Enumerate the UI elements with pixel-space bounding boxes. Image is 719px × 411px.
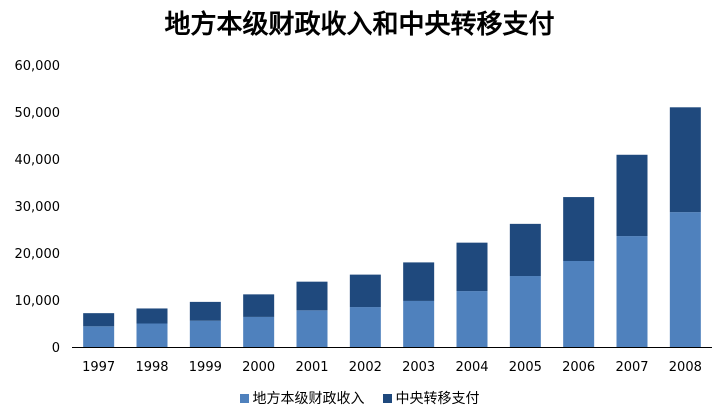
bar-central-transfer [243, 294, 275, 317]
y-tick-label: 30,000 [15, 200, 61, 215]
legend-swatch-central-transfer [382, 393, 392, 403]
x-tick-label: 1997 [82, 360, 115, 375]
bar-central-transfer [349, 274, 381, 308]
legend-item-central-transfer: 中央转移支付 [382, 388, 480, 408]
bar-central-transfer [83, 313, 115, 327]
bar-local-revenue [669, 212, 701, 347]
y-tick-label: 20,000 [15, 247, 61, 262]
x-tick-label: 2008 [669, 360, 702, 375]
x-tick-label: 1999 [189, 360, 222, 375]
y-tick-label: 40,000 [15, 153, 61, 168]
x-tick-label: 2007 [615, 360, 648, 375]
x-tick-label: 2000 [242, 360, 275, 375]
bar-local-revenue [456, 291, 488, 347]
bar-local-revenue [616, 236, 648, 347]
x-tick-label: 2003 [402, 360, 435, 375]
bar-local-revenue [349, 307, 381, 347]
bar-central-transfer [669, 107, 701, 213]
bar-local-revenue [403, 300, 435, 347]
legend-label-local-revenue: 地方本级财政收入 [252, 391, 365, 407]
legend: 地方本级财政收入 中央转移支付 [0, 388, 719, 408]
x-tick-label: 2004 [455, 360, 488, 375]
bar-local-revenue [563, 260, 595, 347]
chart-title: 地方本级财政收入和中央转移支付 [164, 10, 555, 40]
bar-central-transfer [563, 197, 595, 261]
bar-local-revenue [509, 276, 541, 347]
y-tick-label: 0 [52, 341, 60, 356]
x-tick-label: 2002 [349, 360, 382, 375]
bar-central-transfer [616, 154, 648, 237]
x-tick-label: 2005 [509, 360, 542, 375]
x-tick-label: 1998 [135, 360, 168, 375]
y-tick-label: 10,000 [15, 294, 61, 309]
legend-label-central-transfer: 中央转移支付 [395, 391, 480, 407]
bar-local-revenue [189, 320, 221, 347]
bar-central-transfer [296, 281, 328, 311]
bar-central-transfer [136, 308, 168, 324]
legend-item-local-revenue: 地方本级财政收入 [239, 388, 365, 408]
bar-local-revenue [136, 323, 168, 347]
bar-central-transfer [403, 262, 435, 301]
bar-local-revenue [296, 310, 328, 347]
y-tick-label: 50,000 [15, 106, 61, 121]
x-tick-label: 2006 [562, 360, 595, 375]
y-tick-label: 60,000 [15, 59, 61, 74]
bar-local-revenue [83, 326, 115, 347]
legend-swatch-local-revenue [239, 393, 249, 403]
bar-central-transfer [509, 223, 541, 277]
x-tick-label: 2001 [295, 360, 328, 375]
bar-local-revenue [243, 316, 275, 347]
bar-central-transfer [456, 242, 488, 292]
bar-central-transfer [189, 301, 221, 321]
